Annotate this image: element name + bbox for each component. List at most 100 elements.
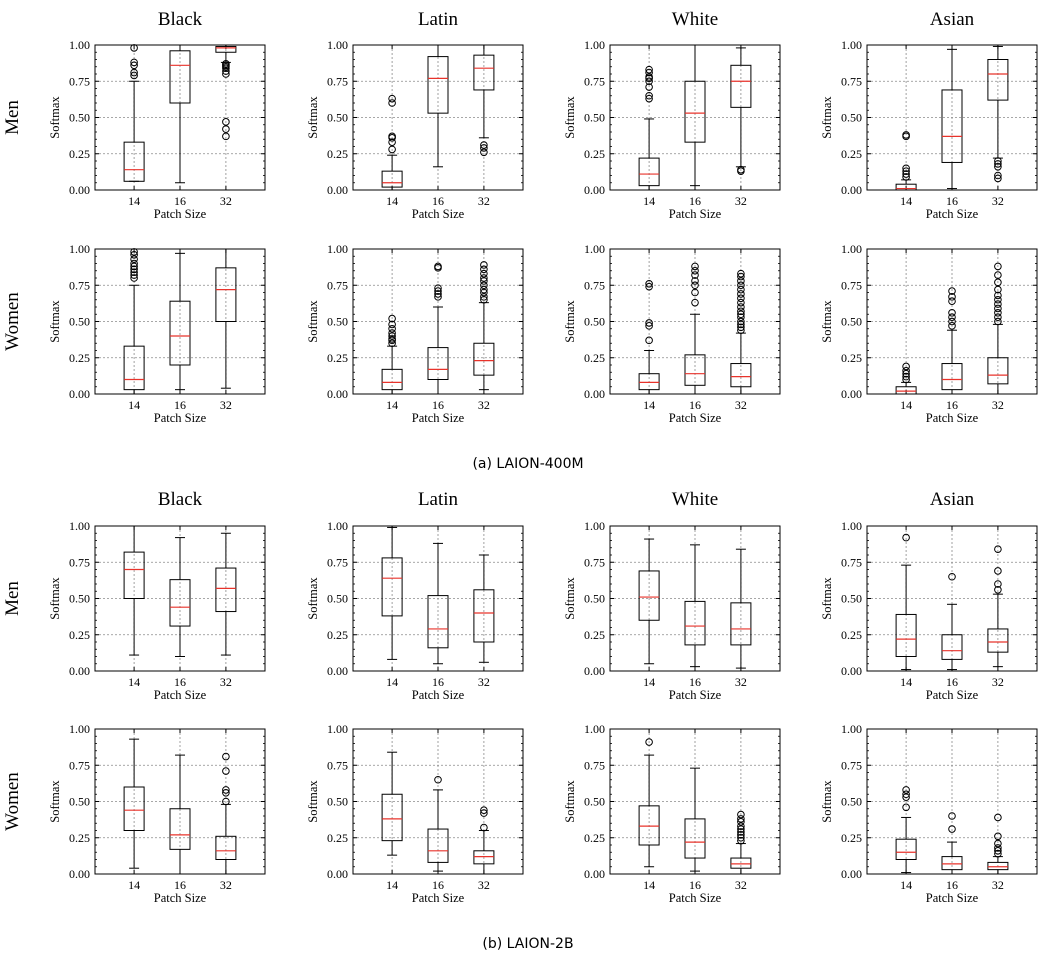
x-tick-label: 14 [900,878,912,892]
y-axis-label: Softmax [563,780,577,823]
x-tick-label: 32 [220,194,232,208]
panel-women-latin: 0.00 0.25 0.50 0.75 1.00 14 16 32 Patch Size Soft… [306,722,523,905]
y-tick-label: 0.00 [69,664,90,678]
x-tick-label: 14 [386,878,398,892]
y-tick-label: 1.00 [841,722,862,736]
y-tick-label: 0.00 [69,867,90,881]
panel-men-asian: 0.000.250.500.751.0014 16 32Patch SizeSoft… [820,519,1037,702]
x-tick-label: 14 [128,675,140,689]
y-tick-label: 0.00 [327,387,348,401]
y-tick-label: 1.00 [327,242,348,256]
x-tick-label: 32 [735,194,747,208]
y-tick-label: 0.50 [69,592,90,606]
x-tick-label: 16 [174,878,186,892]
box-16 [685,45,705,186]
y-tick-label: 1.00 [584,722,605,736]
y-tick-label: 0.25 [327,351,348,365]
panel-men-black: 0.000.250.500.751.0014 16 32Patch SizeSoft… [48,519,265,702]
x-tick-label: 32 [478,878,490,892]
y-tick-label: 0.00 [584,867,605,881]
box-16 [428,776,448,871]
x-tick-label: 16 [432,398,444,412]
x-tick-label: 32 [478,194,490,208]
box-16 [170,45,190,183]
x-tick-label: 16 [174,675,186,689]
x-tick-label: 16 [174,194,186,208]
y-tick-label: 0.75 [327,758,348,772]
y-tick-label: 0.50 [327,315,348,329]
x-tick-label: 32 [735,675,747,689]
y-tick-label: 0.25 [69,831,90,845]
x-tick-label: 32 [220,675,232,689]
x-axis-label: Patch Size [154,207,207,221]
box-14 [124,739,144,868]
y-axis-label: Softmax [563,300,577,343]
x-tick-label: 14 [643,194,655,208]
y-tick-label: 0.75 [327,555,348,569]
y-tick-label: 0.25 [69,351,90,365]
y-tick-label: 1.00 [69,242,90,256]
x-tick-label: 32 [735,878,747,892]
x-axis-label: Patch Size [669,411,722,425]
box-iqr [474,55,494,90]
x-tick-label: 14 [386,398,398,412]
y-tick-label: 0.00 [841,183,862,197]
y-tick-label: 0.50 [841,795,862,809]
y-tick-label: 0.25 [584,831,605,845]
column-title: Asian [930,9,975,30]
x-axis-label: Patch Size [412,891,465,905]
x-tick-label: 32 [220,398,232,412]
x-tick-label: 32 [992,398,1004,412]
column-title: White [672,9,718,30]
y-tick-label: 0.00 [584,387,605,401]
x-tick-label: 14 [386,675,398,689]
y-tick-label: 0.25 [327,147,348,161]
y-tick-label: 0.50 [584,315,605,329]
x-axis-label: Patch Size [669,891,722,905]
x-axis-label: Patch Size [926,688,979,702]
x-tick-label: 32 [735,398,747,412]
y-tick-label: 0.50 [69,315,90,329]
x-axis-label: Patch Size [926,207,979,221]
x-tick-label: 16 [946,878,958,892]
y-tick-label: 1.00 [327,519,348,533]
y-tick-label: 0.25 [584,628,605,642]
y-axis-label: Softmax [820,577,834,620]
y-tick-label: 0.75 [584,555,605,569]
y-tick-label: 0.00 [584,183,605,197]
caption: (b) LAION-2B [482,936,573,952]
y-tick-label: 0.75 [327,278,348,292]
box-32 [216,45,236,140]
x-tick-label: 14 [900,398,912,412]
panel-women-black: 0.000.250.500.751.0014 16 32Patch SizeSoft… [48,242,265,425]
x-tick-label: 32 [992,675,1004,689]
y-axis-label: Softmax [306,300,320,343]
y-tick-label: 1.00 [69,519,90,533]
row-label: Women [2,292,23,351]
y-tick-label: 0.75 [584,758,605,772]
y-tick-label: 0.50 [327,795,348,809]
box-16 [170,538,190,657]
column-title: Black [158,489,203,510]
x-axis-label: Patch Size [412,688,465,702]
box-14 [382,527,402,659]
x-tick-label: 14 [900,194,912,208]
y-tick-label: 0.00 [841,867,862,881]
x-tick-label: 16 [689,878,701,892]
box-14 [639,66,659,190]
x-tick-label: 32 [992,878,1004,892]
box-iqr [988,629,1008,652]
y-tick-label: 0.75 [69,74,90,88]
panel-women-asian: 0.00 0.25 0.50 0.75 1.00 14 16 32 Patch Size Soft… [820,242,1037,425]
y-tick-label: 0.50 [584,795,605,809]
column-title: Latin [418,489,459,510]
y-tick-label: 0.50 [69,795,90,809]
panel-men-black: 0.000.250.500.751.0014 16 32Patch SizeSoft… [48,38,265,221]
y-tick-label: 0.25 [327,628,348,642]
x-tick-label: 14 [900,675,912,689]
y-axis-label: Softmax [563,577,577,620]
panel-women-asian: 0.00 0.25 0.50 0.75 1.00 14 16 32 Patch Size Soft… [820,722,1037,905]
panel-women-latin: 0.00 0.25 0.50 0.75 1.00 14 16 32 Patch Size Soft… [306,242,523,425]
box-32 [731,270,751,394]
y-axis-label: Softmax [48,780,62,823]
